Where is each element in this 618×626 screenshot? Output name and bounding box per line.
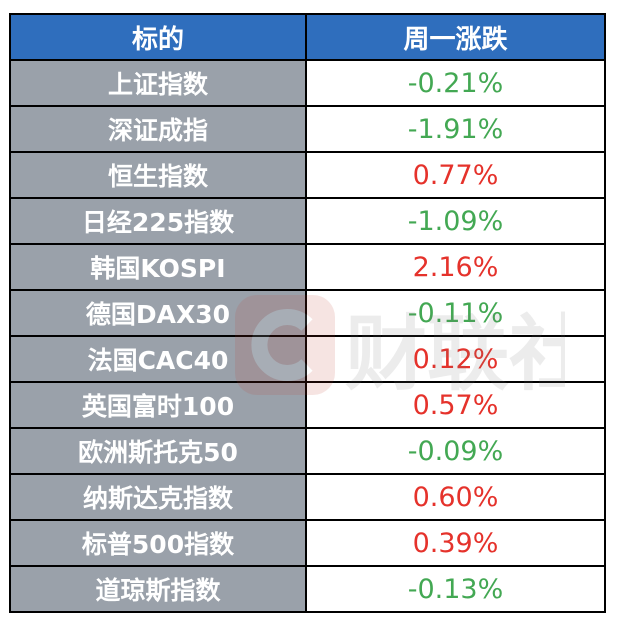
table-row: 欧洲斯托克50 -0.09%	[9, 427, 606, 475]
index-name: 法国CAC40	[9, 335, 307, 383]
monday-change-value: 0.12%	[305, 335, 606, 383]
monday-change-value: 0.39%	[305, 519, 606, 567]
table-row: 法国CAC40 0.12%	[9, 335, 606, 383]
index-name: 纳斯达克指数	[9, 473, 307, 521]
monday-change-value: -0.21%	[305, 59, 606, 107]
monday-change-value: 0.57%	[305, 381, 606, 429]
index-name: 深证成指	[9, 105, 307, 153]
monday-change-value: -0.11%	[305, 289, 606, 337]
index-name: 道琼斯指数	[9, 565, 307, 613]
table-row: 道琼斯指数 -0.13%	[9, 565, 606, 613]
table-row: 韩国KOSPI 2.16%	[9, 243, 606, 291]
index-name: 韩国KOSPI	[9, 243, 307, 291]
header-monday-change: 周一涨跌	[305, 13, 606, 61]
monday-change-value: 0.77%	[305, 151, 606, 199]
monday-change-value: 2.16%	[305, 243, 606, 291]
table-row: 纳斯达克指数 0.60%	[9, 473, 606, 521]
index-name: 英国富时100	[9, 381, 307, 429]
monday-change-value: -0.13%	[305, 565, 606, 613]
index-name: 恒生指数	[9, 151, 307, 199]
index-name: 标普500指数	[9, 519, 307, 567]
header-row: 标的 周一涨跌	[9, 13, 606, 61]
monday-change-value: 0.60%	[305, 473, 606, 521]
table-row: 标普500指数 0.39%	[9, 519, 606, 567]
table-row: 英国富时100 0.57%	[9, 381, 606, 429]
monday-change-value: -0.09%	[305, 427, 606, 475]
table-row: 上证指数 -0.21%	[9, 59, 606, 107]
header-target: 标的	[9, 13, 307, 61]
table-row: 德国DAX30 -0.11%	[9, 289, 606, 337]
table-row: 深证成指 -1.91%	[9, 105, 606, 153]
monday-change-value: -1.09%	[305, 197, 606, 245]
table-row: 恒生指数 0.77%	[9, 151, 606, 199]
index-name: 欧洲斯托克50	[9, 427, 307, 475]
index-name: 日经225指数	[9, 197, 307, 245]
table-row: 日经225指数 -1.09%	[9, 197, 606, 245]
index-change-table: 标的 周一涨跌 上证指数 -0.21% 深证成指 -1.91% 恒生指数 0.77% 日经2…	[9, 13, 606, 613]
index-name: 上证指数	[9, 59, 307, 107]
index-name: 德国DAX30	[9, 289, 307, 337]
monday-change-value: -1.91%	[305, 105, 606, 153]
